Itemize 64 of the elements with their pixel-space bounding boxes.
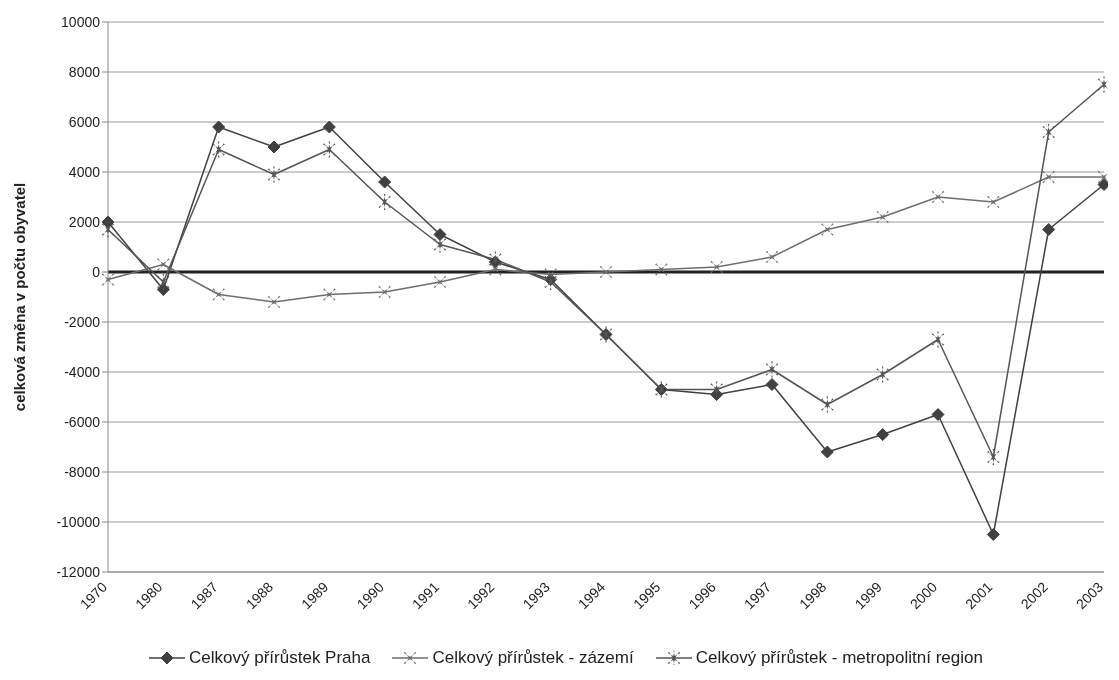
point <box>876 366 889 383</box>
point <box>876 428 890 441</box>
point <box>323 141 336 158</box>
point <box>931 331 945 348</box>
point <box>489 263 502 276</box>
y-tick-label: 2000 <box>68 213 101 230</box>
point <box>378 285 391 299</box>
y-tick-label: -2000 <box>64 313 101 330</box>
point <box>655 263 668 276</box>
point <box>821 223 834 236</box>
y-tick-label: 0 <box>92 263 101 280</box>
point <box>433 275 447 289</box>
point <box>101 221 115 238</box>
point <box>765 361 779 378</box>
point <box>821 396 834 413</box>
point <box>820 445 834 459</box>
y-tick-label: 6000 <box>68 113 101 130</box>
point <box>212 288 225 301</box>
point <box>212 141 225 158</box>
point <box>710 260 723 274</box>
point <box>489 251 502 268</box>
point <box>1097 170 1108 184</box>
legend-label: Celkový přírůstek - zázemí <box>431 648 634 668</box>
point <box>323 288 336 301</box>
point <box>322 120 336 134</box>
point <box>156 283 170 296</box>
point <box>876 210 889 224</box>
point <box>765 378 779 391</box>
y-tick-label: 4000 <box>68 163 101 180</box>
point <box>710 381 723 398</box>
point <box>378 175 392 189</box>
point <box>544 274 557 290</box>
y-tick-label: 10000 <box>61 13 101 30</box>
point <box>987 195 1000 209</box>
point <box>101 273 115 286</box>
point <box>433 228 447 241</box>
point <box>931 190 945 204</box>
y-tick-label: -12000 <box>56 563 101 580</box>
point <box>931 408 945 421</box>
point <box>267 166 281 183</box>
point <box>599 265 613 279</box>
point <box>212 120 226 134</box>
point <box>267 140 281 154</box>
point <box>267 295 281 309</box>
y-tick-label: -6000 <box>64 413 101 430</box>
y-tick-label: 8000 <box>68 63 101 80</box>
point <box>1042 124 1055 140</box>
point <box>157 274 170 290</box>
point <box>986 528 1000 541</box>
point <box>544 268 557 281</box>
y-axis-title: celková změna v počtu obyvatel <box>11 182 29 412</box>
legend-label: Celkový přírůstek Praha <box>188 648 371 668</box>
point <box>378 194 391 210</box>
point <box>433 236 447 253</box>
point <box>1042 223 1056 236</box>
point <box>101 215 115 229</box>
point <box>1042 170 1055 184</box>
point <box>765 250 779 264</box>
y-tick-label: -10000 <box>56 513 101 530</box>
y-tick-label: -8000 <box>64 463 101 480</box>
legend-label: Celkový přírůstek - metropolitní region <box>694 648 983 668</box>
point <box>987 449 1000 465</box>
y-tick-label: -4000 <box>64 363 101 380</box>
point <box>157 258 170 271</box>
